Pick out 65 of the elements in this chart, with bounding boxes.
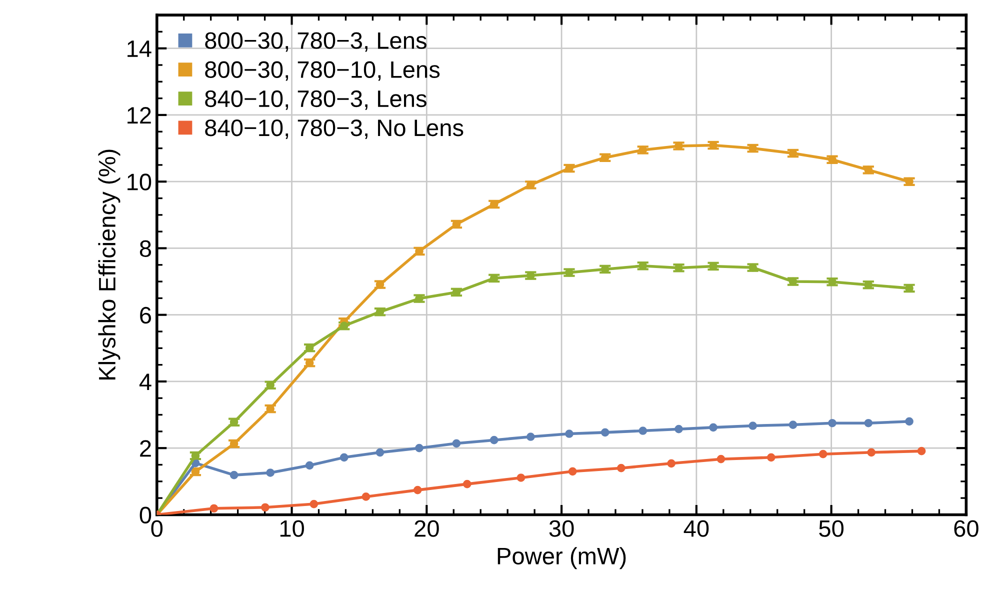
x-tick-label: 20 xyxy=(414,520,439,537)
point xyxy=(864,418,873,428)
point xyxy=(674,424,683,434)
x-tick-label: 50 xyxy=(819,520,844,537)
y-tick-label: 10 xyxy=(128,174,152,190)
point xyxy=(452,439,461,448)
x-tick-label: 40 xyxy=(684,520,709,537)
legend-label: 840−10, 780−3, Lens xyxy=(205,90,426,110)
point xyxy=(828,418,836,428)
point xyxy=(864,166,873,174)
point xyxy=(376,280,384,289)
point xyxy=(565,268,574,277)
point xyxy=(905,417,914,426)
point xyxy=(709,423,718,432)
y-tick-label: 8 xyxy=(140,240,152,258)
point xyxy=(376,448,384,457)
point xyxy=(415,444,424,452)
y-tick-label: 6 xyxy=(140,306,151,324)
point xyxy=(340,453,348,462)
y-tick-label: 0 xyxy=(140,506,152,524)
point xyxy=(638,146,648,154)
point xyxy=(818,450,828,458)
y-tick-label: 14 xyxy=(128,40,152,57)
point xyxy=(766,453,776,462)
point xyxy=(674,142,683,150)
point xyxy=(917,446,926,456)
point xyxy=(616,464,626,472)
legend-label: 800−30, 780−10, Lens xyxy=(205,61,440,81)
point xyxy=(526,271,535,280)
y-axis-title: Klyshko Efficiency (%) xyxy=(98,150,120,380)
legend-label: 800−30, 780−3, Lens xyxy=(205,32,426,52)
point xyxy=(526,180,535,190)
point xyxy=(867,448,876,457)
legend-label: 840−10, 780−3, No Lens xyxy=(205,119,464,139)
x-tick-label: 10 xyxy=(280,520,304,537)
point xyxy=(266,468,274,477)
point xyxy=(516,474,526,482)
point xyxy=(565,430,574,438)
point xyxy=(748,263,757,272)
point xyxy=(210,504,218,513)
point xyxy=(568,467,577,476)
y-tick-label: 2 xyxy=(140,440,151,457)
point xyxy=(362,492,370,501)
point xyxy=(310,500,318,508)
x-tick-label: 60 xyxy=(954,520,978,537)
point xyxy=(413,486,422,494)
point xyxy=(490,436,498,444)
point xyxy=(748,422,757,430)
point xyxy=(788,420,798,429)
point xyxy=(526,432,535,441)
y-tick-label: 4 xyxy=(139,374,152,390)
point xyxy=(462,480,472,488)
point xyxy=(230,470,238,480)
point xyxy=(600,428,610,437)
point xyxy=(305,461,314,470)
x-tick-label: 0 xyxy=(151,520,163,537)
point xyxy=(788,277,798,286)
x-tick-label: 30 xyxy=(549,520,574,537)
point xyxy=(261,503,270,512)
x-axis-title: Power (mW) xyxy=(498,547,626,570)
point xyxy=(667,459,676,468)
point xyxy=(638,426,648,435)
point xyxy=(415,294,424,303)
y-tick-label: 12 xyxy=(128,107,151,124)
point xyxy=(716,454,726,464)
